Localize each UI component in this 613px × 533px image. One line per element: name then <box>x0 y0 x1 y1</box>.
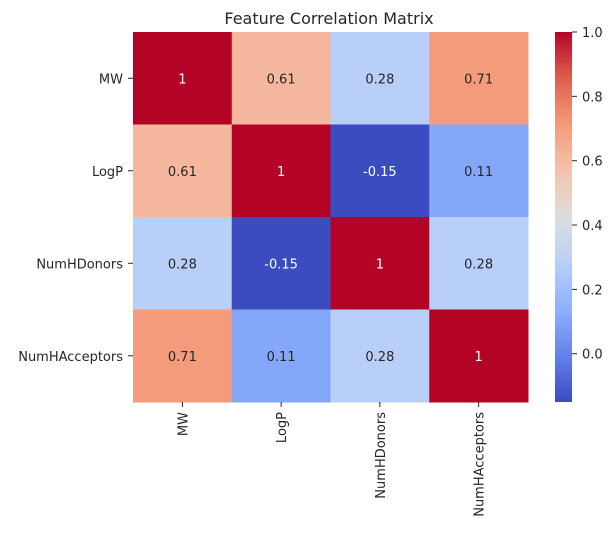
colorbar <box>555 32 572 402</box>
colorbar-tick-label: 0.8 <box>582 90 603 105</box>
cell-annotation: 1 <box>277 165 285 180</box>
cell-annotation: 0.71 <box>464 72 493 87</box>
cell-annotation: 0.28 <box>365 350 394 365</box>
row-label: NumHAcceptors <box>18 350 123 365</box>
heatmap-cell <box>133 217 233 310</box>
heatmap-cell <box>231 309 331 403</box>
heatmap-cell <box>133 32 233 125</box>
cell-annotation: 0.28 <box>464 257 493 272</box>
heatmap-cell <box>133 124 233 218</box>
row-label: LogP <box>92 165 123 180</box>
heatmap-cell <box>231 32 331 125</box>
heatmap-cell <box>231 124 331 218</box>
heatmap-cell <box>330 217 430 310</box>
colorbar-tick-label: 0.0 <box>582 348 603 363</box>
heatmap-cell <box>330 309 430 403</box>
cell-annotation: 0.28 <box>365 72 394 87</box>
colorbar-tick-label: 0.6 <box>582 155 603 170</box>
heatmap-cell <box>429 309 529 403</box>
cell-annotation: 1 <box>376 257 384 272</box>
cell-annotation: 0.28 <box>168 257 197 272</box>
column-label: LogP <box>275 412 290 443</box>
colorbar-tick-label: 0.4 <box>582 219 603 234</box>
cell-annotation: 0.61 <box>267 72 296 87</box>
chart-title: Feature Correlation Matrix <box>224 9 433 28</box>
colorbar-tick-label: 1.0 <box>582 26 603 41</box>
row-label: MW <box>99 72 123 87</box>
cell-annotation: -0.15 <box>363 165 397 180</box>
heatmap-cell <box>429 124 529 218</box>
cell-annotations: 1 0.61 0.28 0.71 0.61 1 -0.15 0.11 0.28 -0.15 1 0.2… <box>168 72 493 365</box>
colorbar-ticks: 0.0 0.2 0.4 0.6 0.8 1.0 <box>572 26 603 363</box>
heatmap-cell <box>231 217 331 310</box>
cell-annotation: 0.61 <box>168 165 197 180</box>
cell-annotation: -0.15 <box>264 257 298 272</box>
cell-annotation: 0.11 <box>464 165 493 180</box>
column-labels: MW LogP NumHDonors NumHAcceptors <box>176 402 488 517</box>
column-label: NumHDonors <box>374 412 389 499</box>
cell-annotation: 1 <box>178 72 186 87</box>
heatmap-cell <box>429 217 529 310</box>
colorbar-tick-label: 0.2 <box>582 283 603 298</box>
heatmap-cell <box>330 32 430 125</box>
row-label: NumHDonors <box>36 257 123 272</box>
heatmap-cell <box>330 124 430 218</box>
cell-annotation: 0.71 <box>168 350 197 365</box>
heatmap-cell <box>133 309 233 403</box>
heatmap-cell <box>429 32 529 125</box>
cell-annotation: 0.11 <box>267 350 296 365</box>
row-labels: MW LogP NumHDonors NumHAcceptors <box>18 72 133 365</box>
heatmap-cells <box>133 32 529 403</box>
column-label: MW <box>176 412 191 436</box>
column-label: NumHAcceptors <box>473 412 488 517</box>
cell-annotation: 1 <box>474 350 482 365</box>
